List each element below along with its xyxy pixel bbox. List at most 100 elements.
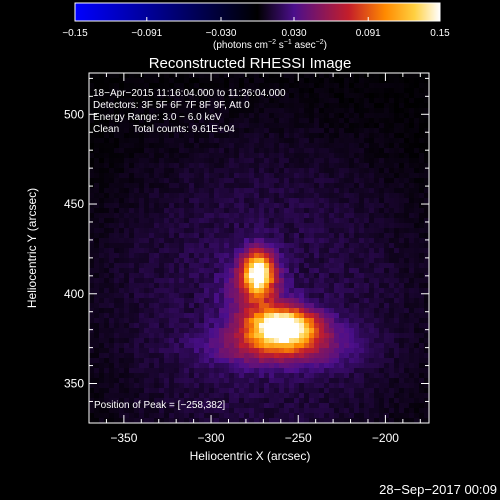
heatmap-cell (234, 198, 240, 204)
heatmap-cell (384, 408, 390, 414)
heatmap-cell (314, 413, 320, 419)
heatmap-cell (129, 403, 135, 409)
heatmap-cell (424, 323, 429, 329)
heatmap-cell (129, 408, 135, 414)
heatmap-cell (229, 313, 235, 319)
heatmap-cell (344, 208, 350, 214)
heatmap-cell (404, 398, 410, 404)
heatmap-cell (254, 323, 260, 329)
heatmap-cell (99, 223, 105, 229)
heatmap-cell (294, 408, 300, 414)
heatmap-cell (149, 183, 155, 189)
heatmap-cell (329, 243, 335, 249)
heatmap-cell (234, 338, 240, 344)
heatmap-cell (144, 268, 150, 274)
heatmap-cell (414, 363, 420, 369)
heatmap-cell (299, 128, 305, 134)
heatmap-cell (134, 138, 140, 144)
heatmap-cell (184, 188, 190, 194)
heatmap-cell (89, 118, 95, 124)
heatmap-cell (229, 108, 235, 114)
heatmap-cell (149, 243, 155, 249)
heatmap-cell (404, 353, 410, 359)
heatmap-cell (164, 118, 170, 124)
heatmap-cell (399, 128, 405, 134)
heatmap-cell (359, 178, 365, 184)
heatmap-cell (224, 398, 230, 404)
heatmap-cell (324, 418, 330, 423)
heatmap-cell (224, 103, 230, 109)
heatmap-cell (94, 288, 100, 294)
heatmap-cell (364, 278, 370, 284)
heatmap-cell (354, 223, 360, 229)
heatmap-cell (89, 78, 95, 84)
heatmap-cell (344, 158, 350, 164)
heatmap-cell (374, 163, 380, 169)
heatmap-cell (279, 123, 285, 129)
heatmap-cell (399, 363, 405, 369)
heatmap-cell (219, 118, 225, 124)
heatmap-cell (124, 73, 130, 79)
heatmap-cell (314, 118, 320, 124)
heatmap-cell (189, 403, 195, 409)
heatmap-cell (154, 218, 160, 224)
heatmap-cell (209, 313, 215, 319)
heatmap-cell (424, 143, 429, 149)
heatmap-cell (254, 133, 260, 139)
heatmap-cell (169, 173, 175, 179)
heatmap-cell (374, 78, 380, 84)
heatmap-cell (249, 298, 255, 304)
heatmap-cell (144, 118, 150, 124)
heatmap-cell (234, 398, 240, 404)
heatmap-cell (349, 413, 355, 419)
heatmap-cell (204, 358, 210, 364)
heatmap-cell (344, 168, 350, 174)
heatmap-cell (424, 198, 429, 204)
heatmap-cell (294, 373, 300, 379)
heatmap-cell (414, 298, 420, 304)
heatmap-cell (369, 188, 375, 194)
heatmap-cell (334, 93, 340, 99)
heatmap-cell (129, 218, 135, 224)
heatmap-cell (389, 133, 395, 139)
heatmap-cell (189, 98, 195, 104)
heatmap-cell (134, 243, 140, 249)
heatmap-cell (149, 273, 155, 279)
heatmap-cell (344, 283, 350, 289)
heatmap-cell (244, 188, 250, 194)
heatmap-cell (159, 288, 165, 294)
heatmap-cell (149, 118, 155, 124)
heatmap-cell (274, 103, 280, 109)
heatmap-cell (184, 278, 190, 284)
heatmap-cell (304, 178, 310, 184)
heatmap-cell (354, 198, 360, 204)
heatmap-cell (144, 78, 150, 84)
heatmap-cell (304, 83, 310, 89)
heatmap-cell (369, 368, 375, 374)
heatmap-cell (334, 378, 340, 384)
heatmap-cell (184, 83, 190, 89)
heatmap-cell (359, 393, 365, 399)
heatmap-cell (209, 383, 215, 389)
heatmap-cell (309, 273, 315, 279)
heatmap-cell (339, 253, 345, 259)
heatmap-cell (289, 188, 295, 194)
heatmap-cell (229, 338, 235, 344)
heatmap-cell (199, 133, 205, 139)
heatmap-cell (134, 268, 140, 274)
heatmap-cell (289, 233, 295, 239)
heatmap-cell (139, 328, 145, 334)
heatmap-cell (379, 93, 385, 99)
heatmap-cell (89, 353, 95, 359)
heatmap-cell (319, 118, 325, 124)
heatmap-cell (109, 383, 115, 389)
heatmap-cell (414, 288, 420, 294)
heatmap-cell (309, 333, 315, 339)
heatmap-cell (89, 263, 95, 269)
heatmap-cell (189, 118, 195, 124)
heatmap-cell (234, 263, 240, 269)
heatmap-cell (334, 218, 340, 224)
heatmap-cell (229, 218, 235, 224)
heatmap-cell (384, 343, 390, 349)
heatmap-cell (354, 78, 360, 84)
